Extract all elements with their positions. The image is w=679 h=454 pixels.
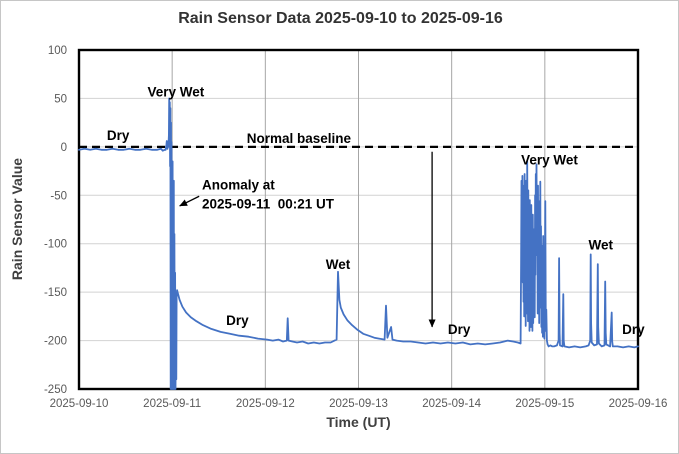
y-tick-label: -250 bbox=[44, 384, 67, 396]
annotation-text: Very Wet bbox=[147, 84, 204, 99]
x-tick-label: 2025-09-12 bbox=[236, 398, 295, 410]
y-axis-title: Rain Sensor Value bbox=[9, 157, 25, 281]
annotation-arrow bbox=[179, 195, 200, 207]
x-axis-title: Time (UT) bbox=[326, 414, 391, 430]
chart-title: Rain Sensor Data 2025-09-10 to 2025-09-1… bbox=[178, 10, 503, 27]
x-tick-label: 2025-09-15 bbox=[515, 398, 574, 410]
annotation-text: Wet bbox=[326, 257, 351, 272]
y-tick-label: -150 bbox=[44, 287, 67, 299]
x-tick-label: 2025-09-13 bbox=[329, 398, 388, 410]
annotation-text: Dry bbox=[107, 128, 130, 143]
x-tick-label: 2025-09-10 bbox=[50, 398, 109, 410]
x-tick-label: 2025-09-16 bbox=[609, 398, 668, 410]
y-tick-label: 0 bbox=[61, 142, 67, 154]
annotation-text: Normal baseline bbox=[247, 131, 352, 146]
series-line bbox=[78, 97, 639, 390]
y-tick-label: -200 bbox=[44, 336, 67, 348]
annotation-text: Dry bbox=[448, 322, 471, 337]
y-tick-label: -50 bbox=[50, 190, 67, 202]
x-tick-label: 2025-09-14 bbox=[422, 398, 481, 410]
annotation-text: Dry bbox=[226, 313, 249, 328]
annotation-text: Wet bbox=[588, 238, 613, 253]
x-tick-label: 2025-09-11 bbox=[143, 398, 201, 410]
annotation-text: Very Wet bbox=[521, 152, 578, 167]
y-tick-label: -100 bbox=[44, 239, 67, 251]
y-tick-label: 100 bbox=[48, 45, 67, 57]
plot-border bbox=[77, 48, 640, 391]
y-tick-label: 50 bbox=[54, 93, 67, 105]
annotation-text: Anomaly at 2025-09-11 00:21 UT bbox=[202, 177, 335, 211]
annotation-text: Dry bbox=[622, 322, 645, 337]
